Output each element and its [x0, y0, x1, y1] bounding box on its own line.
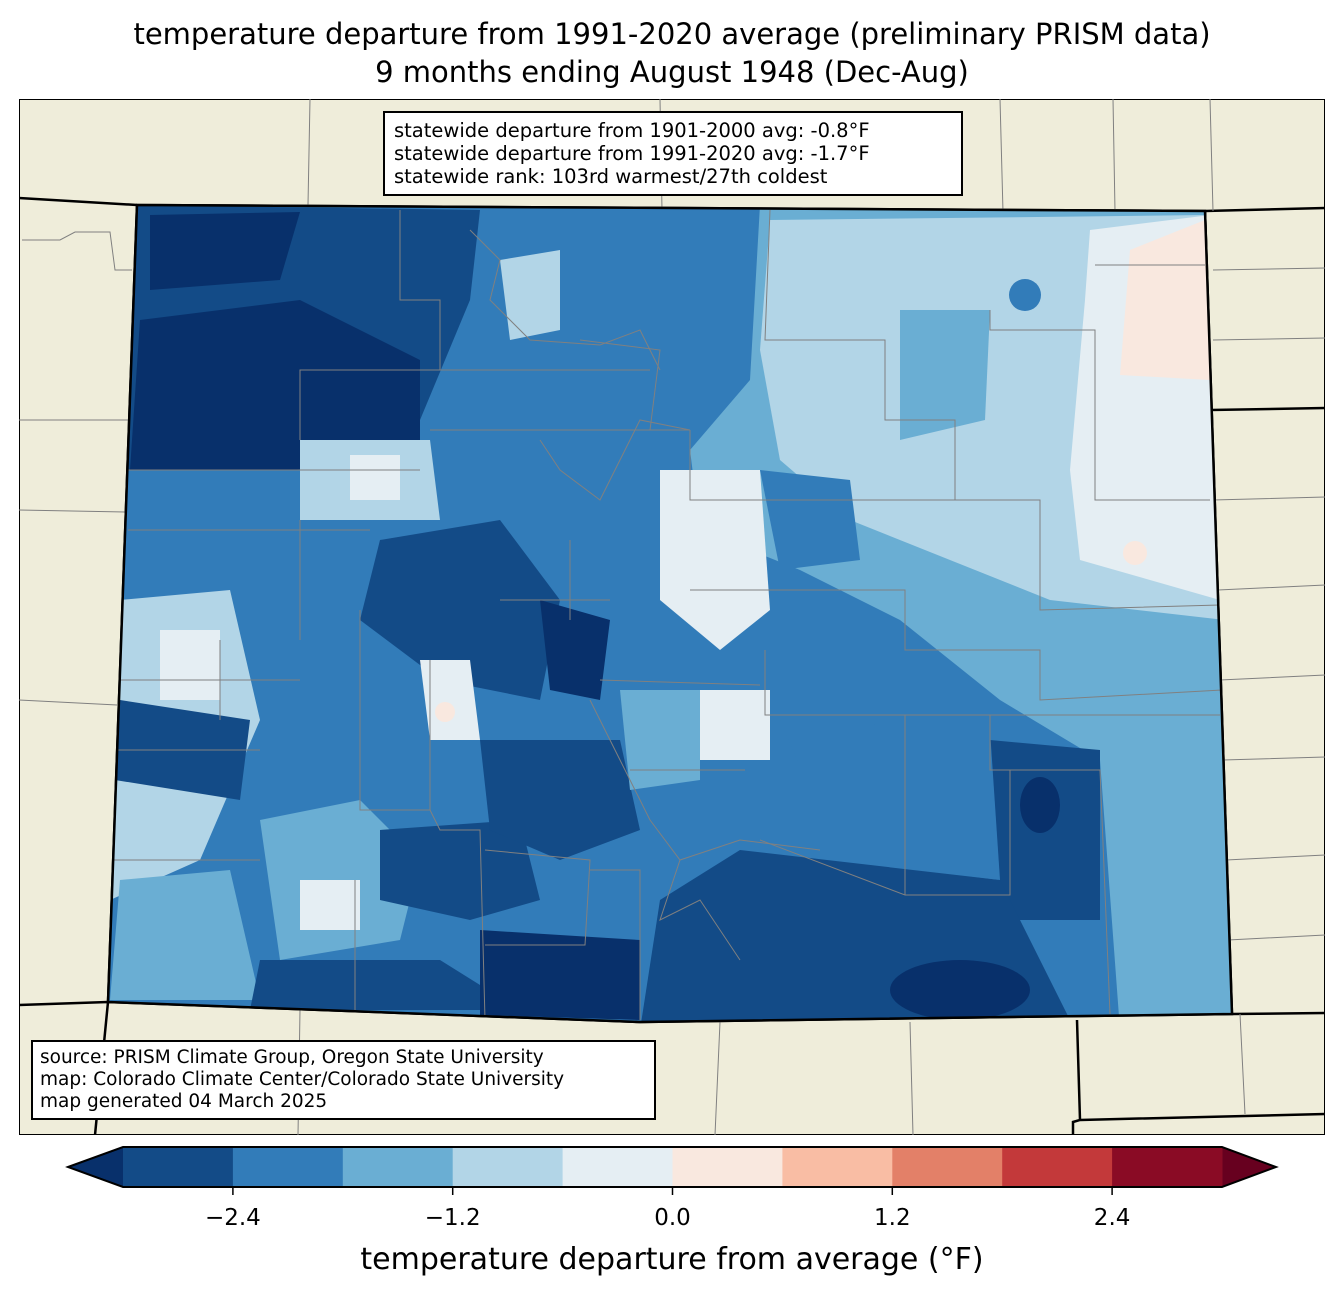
colorbar-bin: [1112, 1147, 1223, 1187]
colorbar-under-arrow: [68, 1147, 123, 1187]
colorbar-outline: [65, 1146, 1279, 1188]
statewide-stats-box: statewide departure from 1901-2000 avg: …: [383, 111, 963, 196]
map-subtitle: 9 months ending August 1948 (Dec-Aug): [375, 55, 969, 89]
colorbar-bin: [892, 1147, 1003, 1187]
colorbar-over-arrow: [1222, 1147, 1276, 1187]
colorbar-bin: [782, 1147, 893, 1187]
colorbar: [65, 1146, 1279, 1195]
stat-rank: statewide rank: 103rd warmest/27th colde…: [394, 165, 828, 188]
colorbar-bin: [452, 1147, 564, 1187]
temperature-departure-field: [108, 205, 1232, 1022]
map-credit-line: map: Colorado Climate Center/Colorado St…: [40, 1069, 565, 1090]
map-title: temperature departure from 1991-2020 ave…: [133, 17, 1211, 51]
colorbar-bin: [672, 1147, 783, 1187]
colorbar-tick-label: 2.4: [1093, 1205, 1131, 1231]
colorbar-bin: [123, 1147, 234, 1187]
stat-departure-1991-2020: statewide departure from 1991-2020 avg: …: [394, 142, 870, 165]
colorbar-tick-label: −2.4: [204, 1205, 261, 1231]
source-box: source: PRISM Climate Group, Oregon Stat…: [31, 1040, 656, 1120]
colorbar-tick-label: 1.2: [874, 1205, 911, 1231]
colorbar-bin: [1002, 1147, 1113, 1187]
colorbar-bin: [562, 1147, 673, 1187]
colorbar-tick-label: 0.0: [654, 1205, 691, 1231]
colorbar-label: temperature departure from average (°F): [360, 1242, 984, 1277]
stat-departure-1901-2000: statewide departure from 1901-2000 avg: …: [394, 119, 870, 142]
county-lines: [112, 209, 1223, 1021]
colorbar-bin: [232, 1147, 344, 1187]
generated-date-line: map generated 04 March 2025: [40, 1091, 328, 1112]
source-line: source: PRISM Climate Group, Oregon Stat…: [40, 1047, 544, 1068]
colorbar-tick-label: −1.2: [424, 1205, 481, 1231]
colorado-temperature-map: [19, 99, 1325, 1135]
colorbar-bin: [342, 1147, 454, 1187]
colorado-outline: [106, 203, 1234, 1024]
